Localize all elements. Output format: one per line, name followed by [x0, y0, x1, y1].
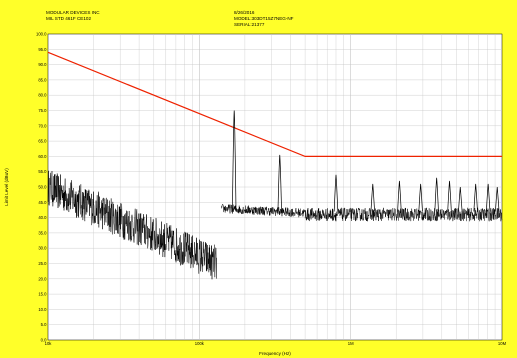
y-tick-label: 55.0 [38, 169, 47, 174]
y-tick-label: 50.0 [38, 185, 47, 190]
header-serial: SERIAL:21377 [234, 22, 265, 27]
y-tick-label: 0.0 [41, 338, 47, 343]
emission-peak [277, 154, 282, 212]
x-tick-labels: 10k 100k 1M 10M [45, 341, 507, 346]
emission-peak [397, 180, 402, 212]
emission-peak [447, 180, 452, 212]
y-tick-label: 65.0 [38, 139, 47, 144]
y-tick-label: 60.0 [38, 154, 47, 159]
emission-peak [495, 186, 500, 212]
x-axis-label: Frequency (Hz) [259, 351, 291, 356]
emission-peak [333, 174, 339, 212]
emission-peak [473, 183, 478, 212]
y-axis-label: Limit Level (dBuV) [4, 168, 9, 206]
header-company: MODULAR DEVICES INC [46, 10, 100, 15]
x-tick-label: 1M [348, 341, 354, 346]
y-tick-label: 5.0 [41, 322, 47, 327]
y-tick-label: 25.0 [38, 261, 47, 266]
x-tick-label: 100k [195, 341, 205, 346]
emission-peak [434, 177, 439, 212]
chart-series [47, 51, 503, 280]
y-tick-label: 10.0 [38, 307, 47, 312]
x-tick-label: 10k [45, 341, 53, 346]
grid-lines [48, 34, 502, 340]
y-tick-label: 85.0 [38, 77, 47, 82]
emission-peak [370, 183, 375, 212]
y-tick-label: 15.0 [38, 292, 47, 297]
y-tick-label: 75.0 [38, 108, 47, 113]
y-tick-label: 90.0 [38, 62, 47, 67]
header-date: 8/26/2016 [234, 10, 255, 15]
y-tick-label: 35.0 [38, 230, 47, 235]
y-tick-label: 100.0 [36, 32, 47, 37]
y-tick-label: 45.0 [38, 200, 47, 205]
y-tick-label: 20.0 [38, 276, 47, 281]
limit-line [47, 51, 502, 157]
emission-peak [232, 110, 237, 212]
chart-header: MODULAR DEVICES INC MIL STD 461F CE102 8… [46, 10, 294, 27]
y-tick-label: 70.0 [38, 123, 47, 128]
emission-peak [418, 183, 423, 212]
y-tick-label: 95.0 [38, 47, 47, 52]
emission-peak [458, 186, 463, 212]
y-tick-labels: 0.0 5.0 10.0 15.0 20.0 25.0 30.0 35.0 40.0 45.0 50… [36, 32, 47, 343]
y-tick-label: 40.0 [38, 215, 47, 220]
y-tick-label: 80.0 [38, 93, 47, 98]
header-model: MODEL:303DT15Z7NEG-NF [234, 16, 294, 21]
y-tick-label: 30.0 [38, 246, 47, 251]
emission-peak [485, 183, 491, 212]
x-tick-label: 10M [498, 341, 507, 346]
header-standard: MIL STD 461F CE102 [46, 16, 91, 21]
